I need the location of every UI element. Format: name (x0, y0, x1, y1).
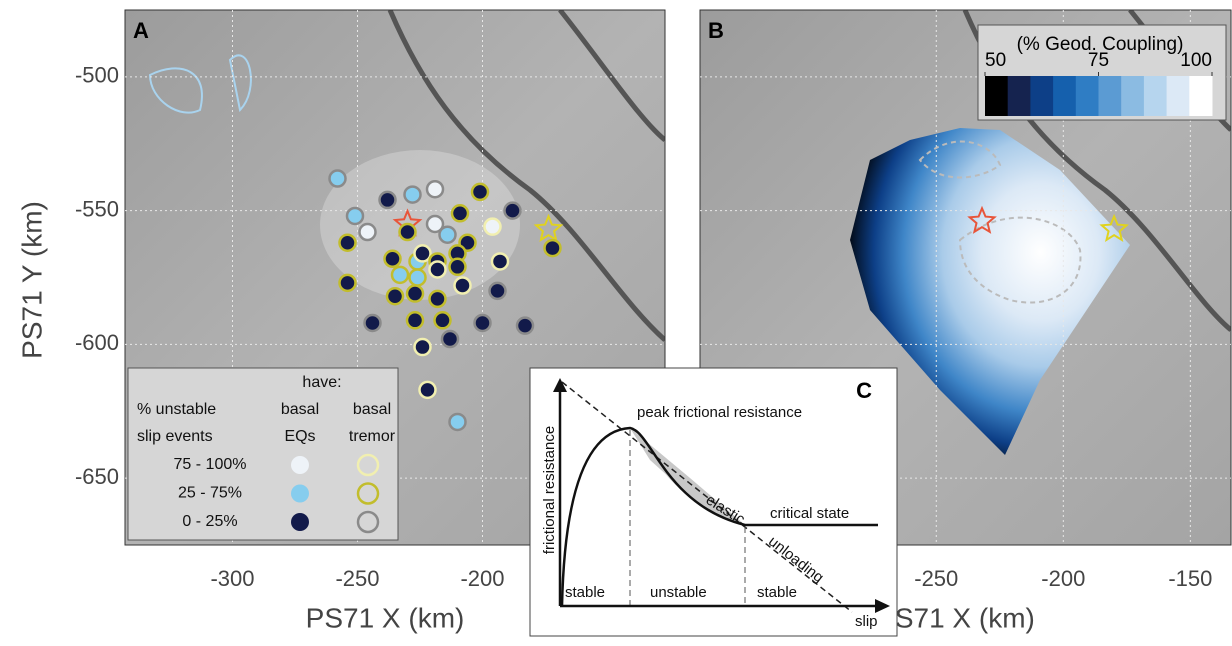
panel-letter: B (708, 18, 724, 43)
data-point (492, 253, 508, 269)
data-point (330, 171, 346, 187)
colorbar-cell (1167, 76, 1190, 116)
legend-swatch (291, 513, 309, 531)
x-axis-label: PS71 X (km) (306, 602, 465, 633)
data-point (427, 181, 443, 197)
data-point (435, 312, 451, 328)
y-tick-label: -650 (75, 464, 119, 489)
c-peak: peak frictional resistance (637, 404, 802, 421)
legend-label: 0 - 25% (182, 513, 237, 530)
panel-c: frictional resistance C peak frictional … (530, 368, 897, 636)
c-region: stable (757, 584, 797, 601)
data-point (365, 315, 381, 331)
colorbar-cell (1144, 76, 1167, 116)
data-point (485, 219, 501, 235)
data-point (387, 288, 403, 304)
data-point (407, 312, 423, 328)
colorbar-cell (985, 76, 1008, 116)
data-point (430, 261, 446, 277)
data-point (385, 251, 401, 267)
colorbar-cell (1121, 76, 1144, 116)
c-region: unstable (650, 584, 707, 601)
colorbar-cell (1076, 76, 1099, 116)
y-tick-label: -500 (75, 63, 119, 88)
data-point (430, 291, 446, 307)
colorbar-tick-label: 75 (1088, 50, 1109, 71)
data-point (340, 235, 356, 251)
data-point (455, 278, 471, 294)
legend-column: basal (353, 401, 391, 418)
data-point (472, 184, 488, 200)
y-axis-label: PS71 Y (km) (16, 201, 47, 359)
c-label: C (856, 378, 872, 403)
data-point (380, 192, 396, 208)
legend-swatch (291, 456, 309, 474)
data-point (392, 267, 408, 283)
legend-label: 25 - 75% (178, 485, 242, 502)
data-point (450, 414, 466, 430)
figure: -300 -250 -200 -500 -550 -600 -650 PS71 X (km) P… (0, 0, 1232, 641)
data-point (440, 227, 456, 243)
x-tick-label: -200 (1041, 566, 1085, 591)
data-point (545, 240, 561, 256)
data-point (340, 275, 356, 291)
x-tick-label: -250 (335, 566, 379, 591)
legend-swatch (291, 485, 309, 503)
data-point (407, 286, 423, 302)
data-point (415, 339, 431, 355)
data-point (415, 245, 431, 261)
data-point (405, 187, 421, 203)
colorbar-cell (1053, 76, 1076, 116)
legend-note: have: (302, 374, 341, 391)
legend-header: slip events (137, 428, 213, 445)
data-point (505, 203, 521, 219)
data-point (410, 270, 426, 286)
data-point (347, 208, 363, 224)
colorbar-cell (1008, 76, 1031, 116)
y-tick-label: -550 (75, 196, 119, 221)
y-tick-label: -600 (75, 330, 119, 355)
legend-label: 75 - 100% (174, 456, 247, 473)
colorbar-cell (1099, 76, 1122, 116)
data-point (360, 224, 376, 240)
x-tick-label: -150 (1168, 566, 1212, 591)
legend-column: EQs (284, 428, 315, 445)
c-region: stable (565, 584, 605, 601)
colorbar-cell (1030, 76, 1053, 116)
legend-column: basal (281, 401, 319, 418)
c-ylabel: frictional resistance (541, 426, 558, 554)
c-xlabel: slip (855, 613, 878, 630)
data-point (475, 315, 491, 331)
data-point (490, 283, 506, 299)
colorbar-tick-label: 100 (1180, 50, 1212, 71)
c-critical: critical state (770, 505, 849, 522)
colorbar-tick-label: 50 (985, 50, 1006, 71)
panel-letter: A (133, 18, 149, 43)
x-tick-label: -200 (460, 566, 504, 591)
data-point (450, 259, 466, 275)
data-point (452, 205, 468, 221)
legend-header: % unstable (137, 401, 216, 418)
colorbar-cell (1189, 76, 1212, 116)
x-axis-label: PS71 X (km) (876, 602, 1035, 633)
x-tick-label: -300 (210, 566, 254, 591)
data-point (400, 224, 416, 240)
x-tick-label: -250 (914, 566, 958, 591)
data-point (442, 331, 458, 347)
legend-box (128, 368, 398, 540)
legend-column: tremor (349, 428, 396, 445)
data-point (517, 318, 533, 334)
data-point (420, 382, 436, 398)
